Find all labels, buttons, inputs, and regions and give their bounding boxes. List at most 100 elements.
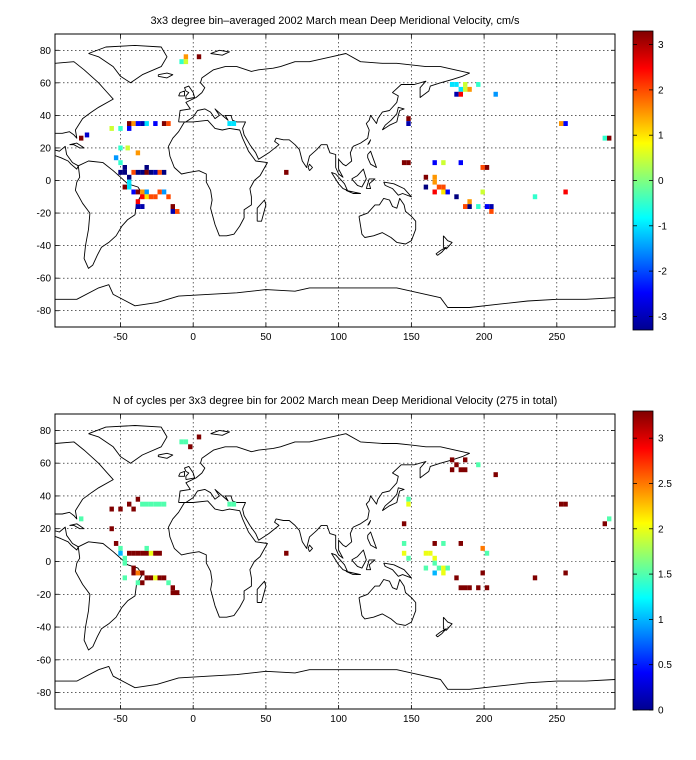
colorbar-ticks: 0 0.5 1 1.5 2 2.5 3: [633, 434, 672, 717]
colorbar-tick-label: 1.5: [658, 570, 672, 581]
y-tick-label: -20: [37, 209, 52, 220]
coastline: [442, 616, 453, 631]
x-tick-label: 200: [476, 332, 493, 343]
coastline: [55, 441, 114, 551]
bin-cell: [161, 169, 167, 175]
x-tick-label: 150: [403, 332, 420, 343]
bin-cell: [480, 189, 485, 195]
cycles-map-title: N of cycles per 3x3 degree bin for 2002 …: [113, 395, 558, 407]
bin-cell: [458, 86, 463, 92]
bin-cell: [196, 54, 202, 60]
bin-cell: [489, 204, 494, 209]
coastline: [345, 570, 361, 576]
bin-cell: [441, 160, 446, 166]
bin-cell: [135, 570, 141, 576]
coastline: [178, 433, 470, 559]
bin-cell: [441, 541, 446, 546]
coastline: [55, 665, 615, 690]
bin-cell: [118, 506, 123, 512]
colorbar-ticks: -3 -2 -1 0 1 2 3: [633, 40, 667, 323]
y-ticks: -80 -60 -40 -20 0 20 40 60 80: [37, 426, 615, 699]
bin-cell: [183, 54, 189, 60]
x-tick-label: 150: [403, 714, 420, 725]
bin-cell: [140, 204, 145, 209]
bin-cell: [406, 501, 411, 507]
bin-cell: [423, 174, 429, 180]
bin-cell: [406, 496, 411, 502]
bin-cell: [131, 121, 136, 126]
bin-cell: [135, 199, 141, 205]
bin-cell: [140, 194, 145, 200]
bin-cell: [140, 121, 145, 126]
bin-cell: [118, 550, 123, 556]
coastline: [210, 429, 230, 436]
bin-cell: [449, 457, 455, 463]
y-tick-label: -80: [37, 306, 52, 317]
bin-cell: [131, 169, 136, 175]
colorbar-tick-label: 2.5: [658, 479, 672, 490]
bin-cell: [441, 565, 446, 571]
bin-cell: [196, 434, 202, 440]
bin-cell: [436, 184, 442, 190]
bin-cell: [153, 169, 158, 175]
y-ticks: -80 -60 -40 -20 0 20 40 60 80: [37, 46, 615, 317]
coastline: [358, 579, 417, 626]
colorbar-tick-label: -2: [658, 267, 667, 278]
bin-cell: [449, 82, 455, 87]
bin-cell: [166, 194, 171, 200]
x-ticks: -50 0 50 100 150 200 250: [113, 414, 566, 725]
bin-cell: [454, 575, 459, 581]
colorbar-tick-label: 1: [658, 615, 664, 626]
x-tick-label: 0: [190, 714, 196, 725]
bin-cell: [423, 550, 429, 556]
coastline: [210, 49, 230, 56]
y-tick-label: 80: [40, 426, 52, 437]
velocity-map-title: 3x3 degree bin–averaged 2002 March mean …: [150, 15, 520, 27]
bin-cell: [607, 135, 612, 141]
bin-cell: [441, 184, 446, 190]
colorbar-tick-label: -3: [658, 312, 667, 323]
bin-cell: [476, 204, 481, 209]
coastline: [178, 53, 470, 178]
bin-cell: [84, 132, 90, 138]
bin-cell: [127, 179, 132, 185]
bin-cell: [166, 580, 171, 586]
bin-cell: [179, 439, 184, 445]
x-ticks: -50 0 50 100 150 200 250: [113, 34, 566, 343]
bin-cell: [109, 506, 114, 512]
bin-cell: [144, 545, 149, 551]
coastline: [74, 160, 143, 269]
coastline: [69, 142, 85, 149]
bin-cell: [157, 189, 162, 195]
coastline: [367, 520, 372, 526]
cycle-bins: [79, 434, 612, 596]
bin-cell: [135, 496, 141, 502]
x-tick-label: 50: [260, 714, 272, 725]
bin-cell: [467, 585, 472, 591]
bin-cell: [127, 174, 132, 180]
bin-cell: [122, 555, 127, 561]
bin-cell: [476, 585, 481, 591]
bin-cell: [559, 501, 564, 507]
bin-cell: [463, 204, 468, 209]
y-tick-label: 60: [40, 459, 52, 470]
y-tick-label: 60: [40, 78, 52, 89]
bin-cell: [484, 550, 490, 556]
bin-cell: [118, 160, 123, 166]
coastline: [358, 197, 417, 245]
bin-cell: [432, 570, 437, 576]
bin-cell: [476, 82, 481, 87]
colorbar-tick-label: 3: [658, 434, 664, 445]
bin-cell: [157, 169, 162, 175]
coastline: [55, 61, 114, 170]
bin-cell: [563, 189, 568, 195]
coastline: [351, 549, 367, 569]
y-tick-label: -60: [37, 274, 52, 285]
bin-cell: [406, 160, 411, 166]
coastline: [383, 562, 412, 579]
bin-cell: [148, 169, 154, 175]
colorbar-tick-label: 1: [658, 131, 664, 142]
bin-cell: [153, 121, 158, 126]
bin-cell: [449, 467, 455, 473]
